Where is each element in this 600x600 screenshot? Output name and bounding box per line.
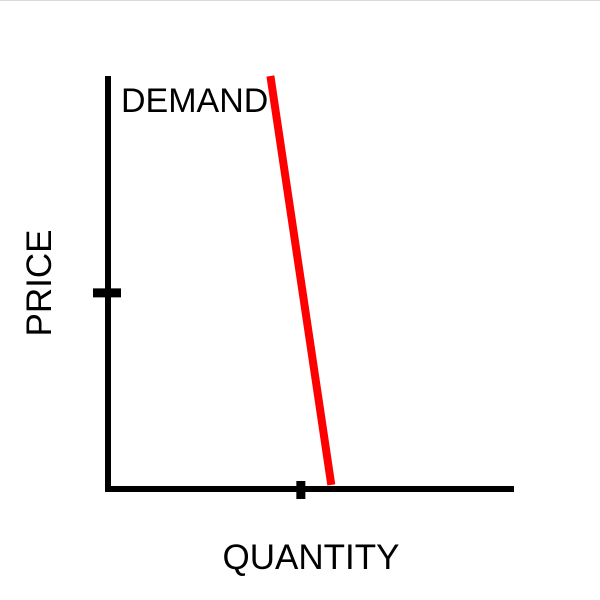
y-axis-label: PRICE	[20, 230, 59, 337]
axis-ticks	[93, 288, 306, 499]
series-layer	[266, 75, 336, 486]
x-axis-label: QUANTITY	[223, 538, 400, 577]
demand-label: DEMAND	[121, 82, 268, 120]
demand-line	[266, 75, 336, 486]
top-border	[0, 0, 600, 1]
